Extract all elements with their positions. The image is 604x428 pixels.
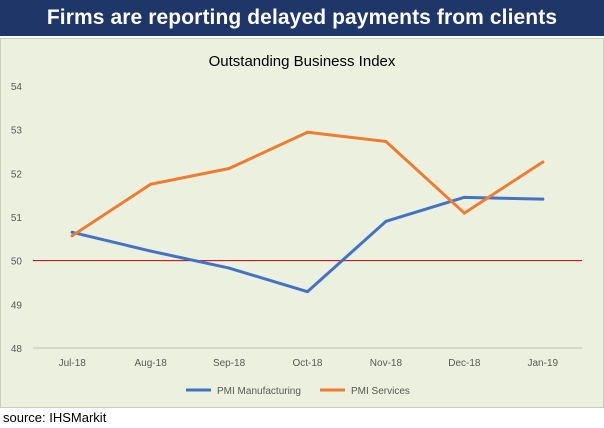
y-tick-label: 50 [11, 257, 23, 268]
data-point [306, 290, 309, 294]
data-point [70, 230, 74, 234]
x-tick-label: Sep-18 [213, 358, 246, 369]
data-point [149, 249, 153, 253]
data-point [149, 182, 153, 186]
data-point [462, 195, 466, 199]
x-tick-label: Oct-18 [292, 358, 322, 369]
data-point [227, 266, 231, 270]
chart-title: Outstanding Business Index [209, 53, 396, 70]
data-point [462, 211, 466, 215]
y-tick-label: 48 [11, 344, 23, 355]
series-line-manufacturing [70, 195, 545, 294]
data-point [306, 130, 309, 134]
data-point [70, 234, 74, 238]
x-tick-label: Nov-18 [370, 358, 403, 369]
series-lines [70, 130, 545, 294]
data-point [541, 160, 545, 164]
x-tick-labels: Jul-18 Aug-18 Sep-18 Oct-18 Nov-18 Dec-18 Jan-… [59, 358, 559, 369]
y-tick-labels: 48 49 50 51 52 53 54 [11, 82, 23, 355]
chart-banner-title: Firms are reporting delayed payments fro… [0, 0, 604, 36]
data-point [541, 197, 545, 201]
chart-panel [0, 38, 604, 408]
x-tick-label: Aug-18 [135, 358, 168, 369]
x-tick-label: Dec-18 [448, 358, 481, 369]
line-chart: Outstanding Business Index 48 49 50 51 52 53 5… [11, 53, 582, 397]
data-point [384, 219, 388, 223]
source-note: source: IHSMarkit [3, 410, 107, 425]
y-tick-label: 53 [11, 126, 23, 137]
legend: PMI Manufacturing PMI Services [186, 386, 410, 397]
y-tick-label: 54 [11, 82, 23, 93]
y-tick-label: 49 [11, 300, 23, 311]
x-tick-label: Jul-18 [59, 358, 87, 369]
data-point [384, 139, 388, 143]
y-tick-label: 51 [11, 213, 23, 224]
y-tick-label: 52 [11, 169, 23, 180]
x-tick-label: Jan-19 [527, 358, 558, 369]
legend-label: PMI Manufacturing [217, 386, 301, 397]
series-line-services [70, 130, 545, 238]
data-point [227, 167, 231, 171]
legend-label: PMI Services [351, 386, 410, 397]
